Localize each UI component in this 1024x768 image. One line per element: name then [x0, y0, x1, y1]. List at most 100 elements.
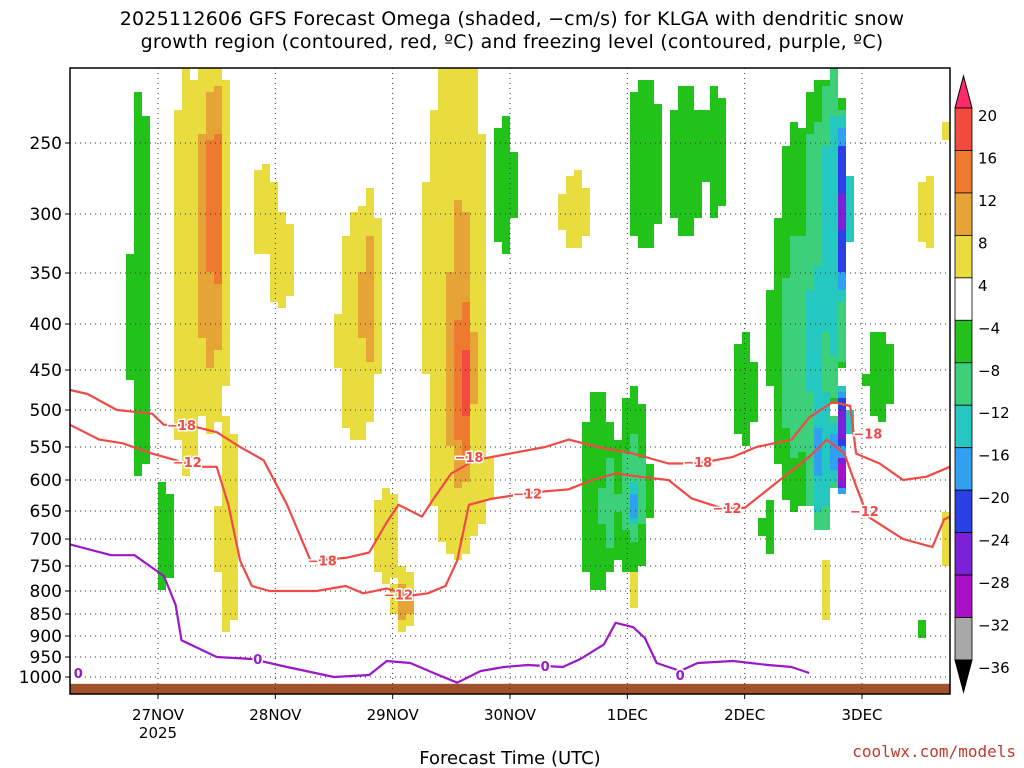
omega-cell	[814, 314, 822, 320]
omega-cell	[422, 356, 430, 362]
omega-cell	[134, 326, 142, 332]
omega-cell	[574, 182, 582, 188]
omega-cell	[630, 230, 638, 236]
omega-cell	[446, 464, 454, 470]
omega-cell	[582, 548, 590, 554]
omega-cell	[446, 284, 454, 290]
omega-cell	[470, 170, 478, 176]
omega-cell	[350, 254, 358, 260]
omega-cell	[134, 362, 142, 368]
omega-cell	[214, 542, 222, 548]
omega-cell	[454, 176, 462, 182]
omega-cell	[926, 188, 934, 194]
omega-cell	[214, 98, 222, 104]
omega-cell	[198, 362, 206, 368]
omega-cell	[566, 200, 574, 206]
omega-cell	[622, 518, 630, 524]
omega-cell	[782, 200, 790, 206]
omega-cell	[710, 188, 718, 194]
omega-cell	[446, 242, 454, 248]
omega-cell	[814, 260, 822, 266]
omega-cell	[214, 158, 222, 164]
omega-cell	[630, 512, 638, 518]
omega-cell	[350, 386, 358, 392]
colorbar-label: −36	[978, 659, 1010, 677]
omega-cell	[830, 146, 838, 152]
omega-cell	[470, 518, 478, 524]
omega-cell	[286, 278, 294, 284]
omega-cell	[182, 272, 190, 278]
omega-cell	[454, 200, 462, 206]
omega-cell	[134, 458, 142, 464]
omega-cell	[422, 320, 430, 326]
omega-cell	[710, 212, 718, 218]
omega-cell	[670, 110, 678, 116]
omega-cell	[190, 440, 198, 446]
omega-cell	[806, 362, 814, 368]
omega-cell	[134, 188, 142, 194]
omega-cell	[814, 152, 822, 158]
omega-cell	[478, 206, 486, 212]
omega-cell	[790, 164, 798, 170]
colorbar-box	[954, 277, 973, 321]
omega-cell	[710, 146, 718, 152]
omega-cell	[654, 146, 662, 152]
omega-cell	[174, 290, 182, 296]
omega-cell	[822, 170, 830, 176]
omega-cell	[198, 230, 206, 236]
omega-cell	[806, 428, 814, 434]
omega-cell	[614, 542, 622, 548]
omega-cell	[222, 230, 230, 236]
omega-cell	[598, 536, 606, 542]
omega-cell	[222, 254, 230, 260]
omega-cell	[182, 134, 190, 140]
omega-cell	[374, 296, 382, 302]
omega-cell	[470, 380, 478, 386]
omega-cell	[422, 332, 430, 338]
omega-cell	[222, 290, 230, 296]
omega-cell	[814, 116, 822, 122]
omega-cell	[830, 314, 838, 320]
x-tick-label: 2DEC	[724, 706, 765, 724]
omega-cell	[198, 200, 206, 206]
omega-cell	[830, 446, 838, 452]
omega-cell	[822, 110, 830, 116]
omega-cell	[774, 344, 782, 350]
omega-cell	[134, 164, 142, 170]
omega-cell	[350, 272, 358, 278]
omega-cell	[438, 74, 446, 80]
omega-cell	[886, 386, 894, 392]
omega-cell	[446, 110, 454, 116]
omega-cell	[638, 236, 646, 242]
omega-cell	[134, 296, 142, 302]
omega-cell	[694, 140, 702, 146]
omega-cell	[830, 356, 838, 362]
omega-cell	[830, 326, 838, 332]
omega-cell	[470, 146, 478, 152]
omega-cell	[806, 188, 814, 194]
omega-cell	[638, 128, 646, 134]
omega-cell	[222, 338, 230, 344]
omega-cell	[142, 440, 150, 446]
omega-cell	[646, 206, 654, 212]
omega-cell	[470, 404, 478, 410]
omega-cell	[198, 212, 206, 218]
omega-cell	[782, 254, 790, 260]
omega-cell	[422, 230, 430, 236]
omega-cell	[630, 452, 638, 458]
omega-cell	[182, 326, 190, 332]
omega-cell	[446, 440, 454, 446]
omega-cell	[774, 260, 782, 266]
omega-cell	[806, 284, 814, 290]
omega-cell	[782, 206, 790, 212]
omega-cell	[830, 200, 838, 206]
omega-cell	[446, 122, 454, 128]
omega-cell	[782, 194, 790, 200]
omega-cell	[646, 494, 654, 500]
omega-cell	[366, 266, 374, 272]
omega-cell	[174, 254, 182, 260]
omega-cell	[214, 548, 222, 554]
omega-cell	[814, 320, 822, 326]
omega-cell	[630, 416, 638, 422]
omega-cell	[438, 86, 446, 92]
